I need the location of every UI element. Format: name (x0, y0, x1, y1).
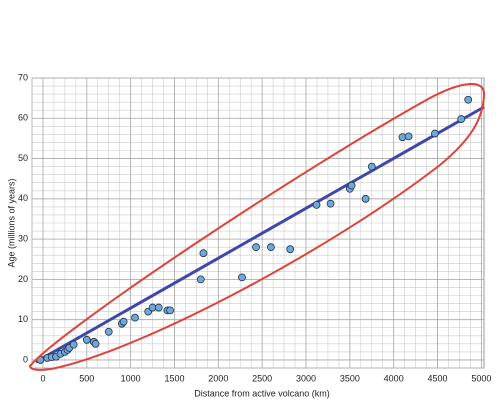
point (154, 303, 163, 312)
x-tick-label: 1000 (121, 373, 141, 383)
x-tick-label: 5000 (471, 373, 491, 383)
y-axis-label: Age (millions of years) (6, 178, 16, 267)
y-tick-label: 30 (18, 233, 28, 243)
point (104, 327, 113, 336)
y-tick-label: 60 (18, 113, 28, 123)
point (286, 245, 295, 254)
point (347, 181, 356, 190)
point (457, 115, 466, 123)
outline (28, 82, 486, 371)
x-tick-label: 3500 (340, 373, 360, 383)
y-tick-label: 20 (18, 274, 28, 284)
point (166, 306, 174, 315)
x-tick-label: 4500 (428, 373, 448, 383)
point (430, 129, 439, 138)
point (119, 317, 128, 326)
x-axis-label: Distance from active volcano (km) (194, 388, 330, 398)
point (238, 273, 246, 282)
x-tick-label: 4000 (384, 373, 404, 383)
point (404, 132, 413, 141)
x-tick-label: 0 (40, 373, 45, 383)
point (367, 162, 376, 171)
point (199, 249, 208, 258)
point (131, 313, 139, 322)
point (69, 340, 78, 349)
grid (31, 77, 484, 369)
point (326, 199, 335, 208)
point (361, 194, 370, 203)
x-tick-label: 3000 (296, 373, 316, 383)
x-tick-label: 1500 (164, 373, 184, 383)
y-tick-label: 50 (18, 153, 28, 163)
marks (35, 95, 485, 364)
y-tick-label: 10 (18, 314, 28, 324)
point (267, 243, 275, 252)
x-tick-label: 2500 (252, 373, 272, 383)
y-tick-label: 70 (18, 72, 28, 82)
point (196, 275, 205, 284)
y-tick-label: 40 (18, 193, 28, 203)
x-tick-label: 500 (79, 373, 94, 383)
point (312, 200, 321, 209)
point (82, 335, 91, 344)
point (91, 339, 100, 348)
trend-line (35, 105, 485, 364)
point (464, 95, 473, 104)
y-tick-label: 0 (23, 354, 28, 364)
point (252, 243, 260, 252)
x-tick-label: 2000 (208, 373, 228, 383)
